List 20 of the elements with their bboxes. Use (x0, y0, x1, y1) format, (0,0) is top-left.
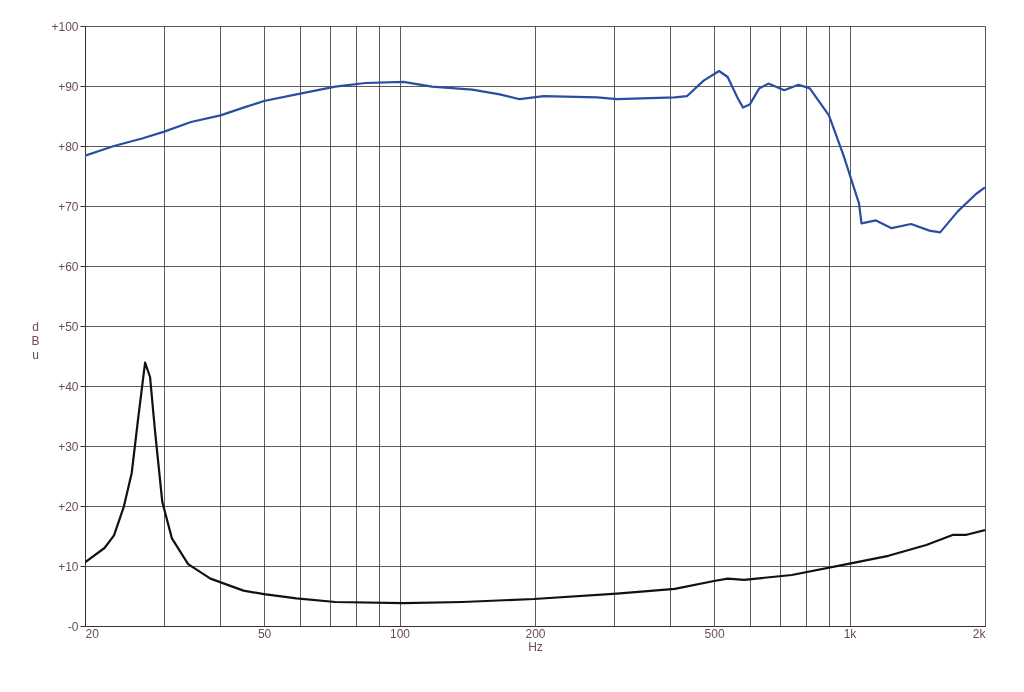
y-tick-label: +90 (58, 79, 79, 94)
x-tick-label: 500 (704, 626, 725, 641)
y-tick-label: +80 (58, 139, 79, 154)
y-tick-label: +50 (58, 319, 79, 334)
x-tick-label: 20 (85, 626, 100, 641)
y-tick-label: +100 (51, 19, 79, 34)
y-tick-label: +10 (58, 559, 79, 574)
x-tick-label: 1k (843, 626, 858, 641)
y-tick-label: +20 (58, 499, 79, 514)
y-tick-label: +30 (58, 439, 79, 454)
y-axis-title: dBu (31, 319, 40, 362)
x-tick-label: 2k (972, 626, 987, 641)
x-tick-label: 50 (257, 626, 272, 641)
y-tick-label: +40 (58, 379, 79, 394)
y-tick-label: +70 (58, 199, 79, 214)
y-tick-label: +60 (58, 259, 79, 274)
x-tick-label: 100 (390, 626, 411, 641)
x-axis-title: Hz (528, 639, 543, 654)
y-tick-label: -0 (67, 619, 79, 634)
x-tick-label: 200 (525, 626, 546, 641)
